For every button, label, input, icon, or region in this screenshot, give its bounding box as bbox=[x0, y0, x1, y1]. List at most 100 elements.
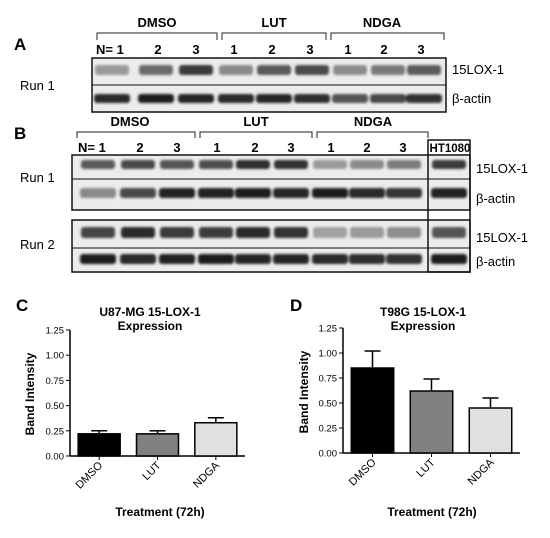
blot-b-run2-actin-band-10 bbox=[431, 254, 467, 264]
panel-b-letter: B bbox=[14, 124, 26, 143]
panel-b: B DMSO LUT NDGA N= 1 2 3 1 2 3 1 2 3 HT1… bbox=[14, 114, 528, 273]
blot-a-actin-band-1 bbox=[94, 94, 130, 103]
bar-dmso bbox=[350, 367, 395, 454]
blot-b-run2-15lox-band-8 bbox=[350, 227, 384, 238]
y-tick-label: 1.00 bbox=[46, 351, 65, 362]
blot-b-run1 bbox=[71, 154, 471, 211]
lane-label-b-4: 1 bbox=[213, 140, 220, 155]
blot-a bbox=[91, 57, 447, 113]
group-label-dmso-b: DMSO bbox=[111, 114, 150, 129]
lane-label-a-4: 1 bbox=[230, 42, 237, 57]
panel-a: A DMSO LUT NDGA N= 1 2 3 1 2 3 1 2 3 Run… bbox=[14, 15, 504, 113]
bracket-ndga-b bbox=[316, 131, 429, 138]
chart-d-ylabel: Band Intensity bbox=[297, 350, 311, 433]
y-tick-label: 0.75 bbox=[319, 374, 338, 385]
band-label-b-run1-15lox: 15LOX-1 bbox=[476, 161, 528, 176]
blot-b-run2-15lox-band-5 bbox=[236, 227, 270, 238]
blot-b-run1-15lox-bands bbox=[81, 160, 466, 169]
chart-c-ylabel: Band Intensity bbox=[23, 352, 37, 435]
blot-b-run1-15lox-band-2 bbox=[121, 160, 155, 169]
bar-ndga bbox=[194, 421, 238, 457]
bar-dmso bbox=[77, 433, 121, 457]
blot-a-15lox-band-3 bbox=[179, 65, 213, 75]
blot-b-run1-actin-band-9 bbox=[386, 188, 422, 198]
y-tick-label: 1.00 bbox=[319, 349, 338, 360]
bar-ndga bbox=[468, 407, 513, 454]
blot-a-actin-band-8 bbox=[370, 94, 406, 103]
panel-a-letter: A bbox=[14, 35, 26, 54]
lane-label-b-control: HT1080 bbox=[430, 143, 471, 155]
blot-b-run1-actin-band-4 bbox=[198, 188, 234, 198]
lane-label-a-3: 3 bbox=[192, 42, 199, 57]
blot-a-actin-band-3 bbox=[178, 94, 214, 103]
blot-a-15lox-band-4 bbox=[219, 65, 253, 75]
group-label-dmso-a: DMSO bbox=[138, 15, 177, 30]
y-tick-label: 0.50 bbox=[319, 399, 338, 410]
blot-b-run2-actin-band-9 bbox=[386, 254, 422, 264]
x-tick-label: LUT bbox=[140, 459, 163, 482]
panel-b-group-brackets bbox=[76, 131, 429, 138]
lane-label-b-6: 3 bbox=[287, 140, 294, 155]
blot-a-15lox-band-2 bbox=[139, 65, 173, 75]
blot-a-actin-band-7 bbox=[332, 94, 368, 103]
bar-lut bbox=[135, 433, 180, 457]
blot-b-run2 bbox=[71, 219, 471, 273]
blot-b-run1-15lox-band-5 bbox=[236, 160, 270, 169]
y-tick-label: 1.25 bbox=[319, 324, 338, 335]
panel-a-group-brackets bbox=[96, 32, 445, 40]
lane-label-a-2: 2 bbox=[154, 42, 161, 57]
blot-a-actin-bands bbox=[94, 94, 442, 103]
lane-label-b-3: 3 bbox=[173, 140, 180, 155]
group-label-ndga-a: NDGA bbox=[363, 15, 402, 30]
x-tick-label: DMSO bbox=[347, 456, 379, 488]
x-tick-label: DMSO bbox=[73, 459, 105, 491]
blot-a-15lox-band-5 bbox=[257, 65, 291, 75]
run-label-b-1: Run 1 bbox=[20, 170, 55, 185]
blot-b-run2-actin-band-4 bbox=[198, 254, 234, 264]
lane-label-b-5: 2 bbox=[251, 140, 258, 155]
y-tick-label: 0.00 bbox=[319, 449, 338, 460]
blot-a-actin-band-6 bbox=[294, 94, 330, 103]
blot-b-run1-actin-band-5 bbox=[235, 188, 271, 198]
x-tick-label: NDGA bbox=[191, 459, 222, 490]
run-label-a: Run 1 bbox=[20, 78, 55, 93]
blot-b-run2-15lox-band-10 bbox=[432, 227, 466, 238]
blot-b-run1-15lox-band-10 bbox=[432, 160, 466, 169]
lane-label-a-9: 3 bbox=[417, 42, 424, 57]
chart-d-plot: 0.00 0.25 0.50 0.75 1.00 1.25 DMSO LUT NDGA bbox=[319, 324, 520, 488]
blot-a-15lox-band-6 bbox=[295, 65, 329, 75]
bracket-lut-a bbox=[221, 32, 327, 40]
blot-a-15lox-band-8 bbox=[371, 65, 405, 75]
blot-a-actin-band-2 bbox=[138, 94, 174, 103]
blot-b-run1-15lox-band-3 bbox=[160, 160, 194, 169]
blot-b-run2-15lox-band-9 bbox=[387, 227, 421, 238]
y-tick-label: 0.75 bbox=[46, 376, 65, 387]
run-label-b-2: Run 2 bbox=[20, 237, 55, 252]
panel-d-letter: D bbox=[290, 296, 302, 315]
blot-b-run1-15lox-band-7 bbox=[313, 160, 347, 169]
blot-b-run2-15lox-band-6 bbox=[274, 227, 308, 238]
bracket-lut-b bbox=[199, 131, 313, 138]
blot-b-run2-actin-band-1 bbox=[80, 254, 116, 264]
bracket-dmso-a bbox=[96, 32, 218, 40]
ht1080-control-box bbox=[427, 139, 471, 273]
panel-c: C U87-MG 15-LOX-1 Expression Band Intens… bbox=[16, 296, 245, 519]
y-tick-label: 0.00 bbox=[46, 452, 65, 463]
lane-label-a-5: 2 bbox=[268, 42, 275, 57]
panel-d: D T98G 15-LOX-1 Expression Band Intensit… bbox=[290, 296, 520, 519]
chart-c-title-line2: Expression bbox=[118, 319, 183, 333]
blot-b-run2-actin-band-3 bbox=[159, 254, 195, 264]
blot-b-run2-15lox-band-1 bbox=[81, 227, 115, 238]
chart-d-title-line1: T98G 15-LOX-1 bbox=[380, 305, 466, 319]
blot-b-run2-15lox-band-7 bbox=[313, 227, 347, 238]
chart-c-xlabel: Treatment (72h) bbox=[115, 505, 204, 519]
band-label-b-run2-actin: β-actin bbox=[476, 254, 515, 269]
x-tick-label: NDGA bbox=[466, 456, 497, 487]
blot-b-run2-actin-band-7 bbox=[312, 254, 348, 264]
blot-b-run2-15lox-bands bbox=[81, 227, 466, 238]
blot-b-run2-15lox-band-4 bbox=[199, 227, 233, 238]
blot-a-actin-band-4 bbox=[218, 94, 254, 103]
blot-b-run2-15lox-band-3 bbox=[160, 227, 194, 238]
blot-a-15lox-band-9 bbox=[407, 65, 441, 75]
blot-b-run1-15lox-band-6 bbox=[274, 160, 308, 169]
